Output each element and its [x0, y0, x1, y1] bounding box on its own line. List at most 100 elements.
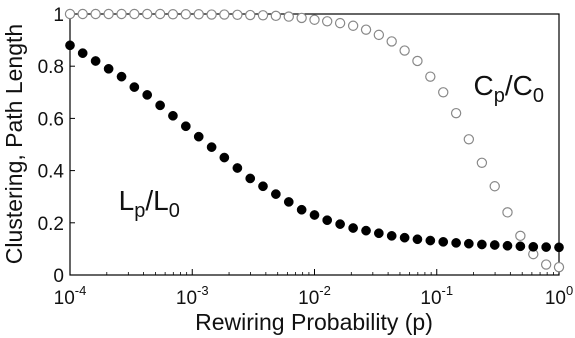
- clustering-point: [399, 45, 410, 56]
- path_length-point: [438, 237, 449, 247]
- clustering-point: [425, 71, 436, 82]
- clustering-point: [412, 55, 423, 67]
- path_length-point: [477, 239, 487, 250]
- path_length-point: [65, 40, 75, 51]
- path_length-point: [116, 71, 127, 82]
- x-tick-label: 10-3: [176, 283, 209, 309]
- clustering-point: [245, 9, 256, 21]
- data-series: [64, 8, 565, 273]
- x-tick-base: 10: [420, 288, 441, 309]
- path_length-point: [142, 90, 153, 100]
- path_length-point: [515, 241, 526, 252]
- path_length-point: [258, 181, 268, 192]
- plot-frame: [69, 13, 560, 276]
- clustering-point: [450, 107, 462, 119]
- path_length-point: [103, 63, 114, 74]
- clustering-point: [360, 24, 372, 35]
- path_length-point: [348, 223, 358, 233]
- path_length-point: [90, 56, 101, 66]
- path_length-point: [528, 241, 539, 252]
- path_length-point: [296, 204, 307, 215]
- clustering-point: [476, 157, 488, 168]
- y-tick-label: 0.6: [38, 109, 64, 130]
- x-tick-label: 10-1: [420, 283, 453, 309]
- path_length-point: [489, 240, 500, 250]
- clustering-point: [167, 9, 179, 20]
- clustering-point: [193, 9, 204, 20]
- clustering-point: [141, 8, 153, 20]
- path_length-point: [463, 238, 474, 249]
- path_length-point: [361, 225, 371, 236]
- path_length-point: [180, 121, 191, 132]
- path_length-point: [309, 210, 320, 220]
- x-tick-base: 10: [298, 288, 319, 309]
- path_length-point: [541, 242, 551, 252]
- x-axis-ticks: 10-4 10-3 10-2 10-1 100: [54, 269, 573, 309]
- path_length-point: [322, 215, 333, 226]
- x-tick-base: 10: [545, 288, 566, 309]
- y-tick-label: 1: [53, 5, 64, 26]
- path_length-point: [77, 48, 88, 59]
- clustering-point: [206, 9, 217, 20]
- clustering-point: [77, 8, 88, 20]
- path_length-point: [399, 232, 410, 243]
- clustering-point: [116, 8, 127, 20]
- clustering-label: Cp/C0: [474, 70, 544, 107]
- clustering-point: [553, 261, 565, 273]
- path_length-point: [219, 152, 230, 163]
- path_length-point: [283, 197, 294, 207]
- y-tick-label: 0.4: [38, 162, 65, 183]
- path_length-point: [451, 238, 461, 248]
- path_length-point: [155, 100, 165, 111]
- clustering-point: [103, 8, 114, 20]
- clustering-point: [321, 16, 333, 27]
- clustering-point: [309, 14, 320, 25]
- x-tick-exponent: -1: [442, 283, 454, 298]
- path_length-point: [129, 82, 140, 92]
- x-tick-exponent: -2: [319, 283, 331, 298]
- x-tick-exponent: 0: [566, 283, 573, 298]
- path_length-point: [193, 131, 204, 142]
- y-tick-label: 0.8: [38, 57, 64, 78]
- y-axis-label: Clustering, Path Length: [1, 24, 27, 264]
- x-tick-label: 10-2: [298, 283, 331, 309]
- x-tick-exponent: -3: [197, 283, 209, 298]
- path_length-point: [373, 228, 384, 239]
- clustering-point: [386, 36, 397, 47]
- clustering-point: [257, 10, 269, 21]
- path_length-point: [206, 142, 217, 152]
- clustering-point: [463, 134, 475, 145]
- path_length-point: [412, 234, 423, 245]
- series-clustering: [64, 8, 565, 273]
- clustering-point: [154, 8, 166, 20]
- clustering-point: [296, 12, 307, 24]
- y-tick-label: 0: [53, 266, 64, 287]
- x-tick-exponent: -4: [75, 283, 87, 298]
- clustering-point: [64, 8, 76, 20]
- path_length-point: [232, 163, 243, 173]
- clustering-point: [373, 29, 385, 41]
- x-tick-base: 10: [176, 288, 197, 309]
- x-axis-label: Rewiring Probability (p): [195, 309, 433, 335]
- x-tick-label: 100: [545, 283, 573, 309]
- y-tick-label: 0.2: [38, 214, 64, 235]
- path_length-point: [335, 219, 345, 229]
- path_length-point: [502, 240, 513, 251]
- path_length-point: [271, 189, 281, 199]
- path_length-point: [425, 235, 436, 246]
- clustering-point: [489, 181, 500, 192]
- clustering-point: [438, 87, 449, 98]
- clustering-point: [347, 20, 359, 31]
- clustering-point: [334, 17, 346, 29]
- clustering-point: [515, 230, 526, 242]
- clustering-point: [232, 9, 243, 20]
- clustering-point: [502, 207, 513, 218]
- path_length-label: Lp/L0: [119, 185, 180, 222]
- annotations: Cp/C0 Lp/L0: [119, 70, 544, 222]
- series-path_length: [65, 40, 564, 253]
- x-tick-label: 10-4: [54, 283, 87, 309]
- clustering-point: [270, 10, 282, 22]
- path_length-point: [245, 173, 256, 184]
- clustering-point: [90, 8, 101, 20]
